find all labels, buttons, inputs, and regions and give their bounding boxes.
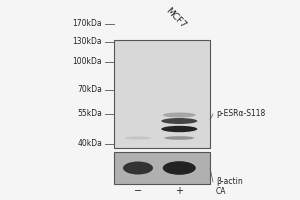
Ellipse shape (124, 136, 152, 140)
Text: β-actin: β-actin (216, 178, 243, 186)
Text: 100kDa: 100kDa (72, 58, 102, 66)
Text: 55kDa: 55kDa (77, 110, 102, 118)
Ellipse shape (164, 136, 194, 140)
Bar (114, 152, 210, 184)
Bar (114, 40, 210, 148)
Ellipse shape (163, 112, 196, 117)
Text: CA: CA (216, 187, 226, 196)
Ellipse shape (123, 162, 153, 174)
Text: p-ESRα-S118: p-ESRα-S118 (216, 110, 265, 118)
Text: −: − (134, 186, 142, 196)
Text: MCF7: MCF7 (164, 6, 188, 30)
Ellipse shape (161, 118, 197, 124)
Text: 70kDa: 70kDa (77, 85, 102, 94)
Text: +: + (175, 186, 183, 196)
Ellipse shape (161, 126, 197, 132)
Text: 40kDa: 40kDa (77, 140, 102, 148)
Text: 170kDa: 170kDa (72, 20, 102, 28)
Text: 130kDa: 130kDa (72, 38, 102, 46)
Ellipse shape (163, 161, 196, 175)
